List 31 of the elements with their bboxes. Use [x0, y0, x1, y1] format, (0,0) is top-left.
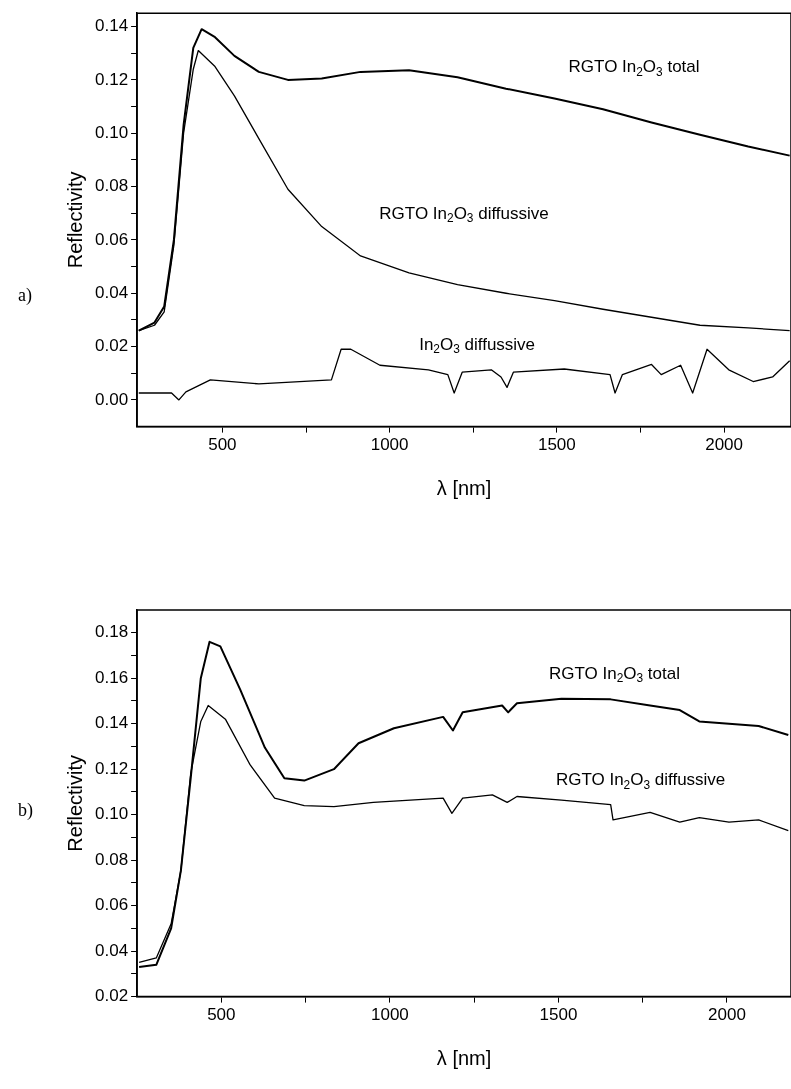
y-tick-label: 0.16: [94, 667, 129, 687]
y-tick-label: 0.10: [94, 804, 129, 824]
x-axis-title: λ [nm]: [436, 476, 492, 499]
y-tick-label: 0.02: [94, 986, 129, 1006]
x-tick-label: 1500: [539, 1005, 578, 1025]
x-tick-label: 1000: [370, 435, 409, 455]
y-tick-label: 0.06: [94, 229, 129, 249]
y-tick-label: 0.10: [94, 122, 129, 142]
x-tick-label: 1500: [537, 435, 576, 455]
y-axis-title: Reflectivity: [63, 754, 86, 852]
text: b): [18, 800, 33, 821]
x-axis-title: λ [nm]: [436, 1046, 492, 1069]
x-tick-label: 2000: [708, 1005, 746, 1025]
y-tick-label: 0.12: [94, 69, 129, 89]
y-tick-label: 0.08: [94, 176, 129, 196]
x-tick-label: 1000: [370, 1005, 409, 1025]
y-tick-label: 0.06: [94, 895, 129, 915]
y-tick-label: 0.00: [94, 389, 129, 409]
y-tick-label: 0.14: [94, 16, 129, 36]
x-tick-label: 500: [208, 435, 237, 455]
text: a): [18, 285, 32, 306]
x-tick-label: 500: [207, 1005, 236, 1025]
y-tick-label: 0.04: [94, 282, 129, 302]
y-tick-label: 0.02: [94, 336, 129, 356]
y-axis-title: Reflectivity: [63, 171, 86, 269]
y-tick-label: 0.18: [94, 622, 129, 642]
y-tick-label: 0.14: [94, 713, 129, 733]
y-tick-label: 0.08: [94, 849, 129, 869]
x-tick-label: 2000: [705, 435, 744, 455]
y-tick-label: 0.12: [94, 758, 129, 778]
y-tick-label: 0.04: [94, 940, 129, 960]
